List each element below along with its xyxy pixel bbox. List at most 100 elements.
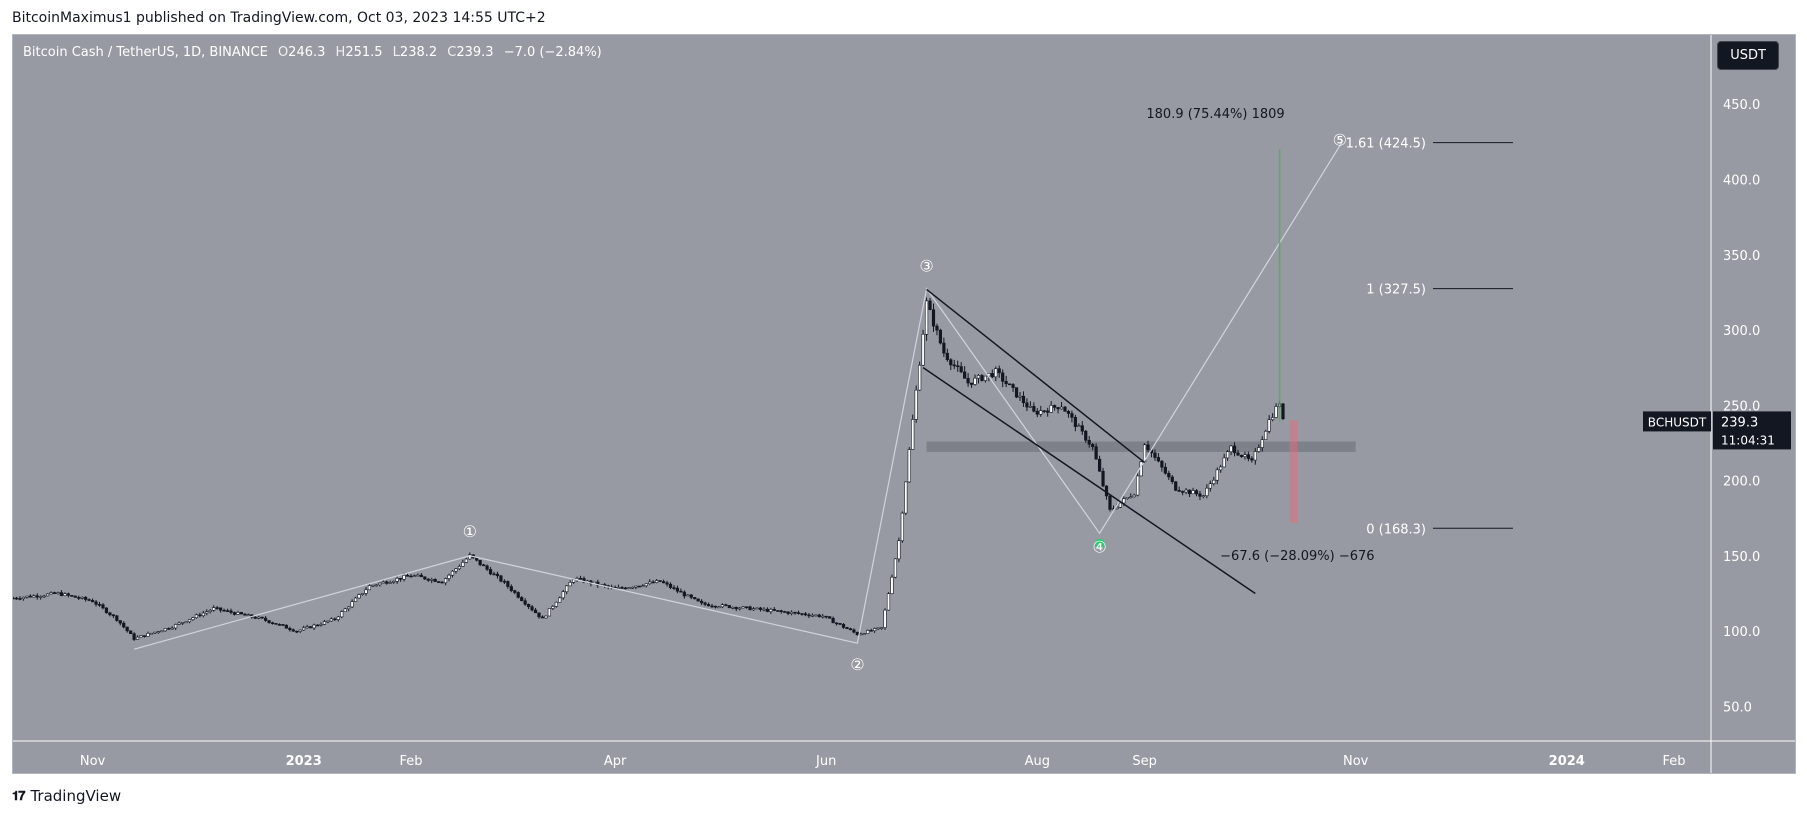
- candle-body: [793, 611, 797, 614]
- x-tick-label: Jun: [815, 754, 836, 769]
- candle-body: [658, 580, 662, 582]
- y-tick-label: 450.0: [1723, 98, 1760, 113]
- x-tick-label: Nov: [1343, 754, 1369, 769]
- candle-body: [710, 605, 714, 608]
- candle-body: [302, 627, 306, 631]
- candle-body: [59, 592, 64, 596]
- candle-body: [949, 359, 953, 366]
- candle-body: [1170, 476, 1174, 482]
- candle-body: [810, 614, 814, 617]
- candle-body: [222, 609, 226, 612]
- candle-body: [364, 589, 368, 594]
- candle-body: [1014, 387, 1019, 398]
- candle-body: [32, 595, 36, 598]
- price-chart[interactable]: 50.0 100.0 150.0 200.0 250.0 300.0 350.0 400.0 4…: [13, 35, 1795, 773]
- candle-body: [84, 596, 88, 600]
- candle-body: [191, 617, 195, 620]
- candle-body: [139, 635, 143, 638]
- candle-body: [866, 629, 870, 634]
- candle-body: [1087, 439, 1091, 445]
- candle-body: [90, 600, 95, 603]
- candle-body: [963, 371, 967, 379]
- candle-body: [1253, 451, 1257, 461]
- candle-body: [229, 610, 233, 613]
- currency-button[interactable]: USDT: [1717, 41, 1779, 70]
- candle-body: [111, 614, 115, 617]
- candle-body: [170, 627, 174, 630]
- candle-body: [1073, 417, 1077, 427]
- candle-body: [66, 593, 70, 596]
- fib-level-label: 1.61 (424.5): [1346, 137, 1426, 152]
- candle-body: [1042, 410, 1046, 412]
- candle-body: [56, 592, 60, 594]
- candle-body: [129, 630, 133, 634]
- candle-body: [77, 597, 81, 599]
- candle-body: [208, 609, 212, 612]
- brand-name: TradingView: [30, 787, 122, 805]
- candle-body: [720, 604, 725, 608]
- chart-frame[interactable]: 50.0 100.0 150.0 200.0 250.0 300.0 350.0 400.0 4…: [12, 34, 1796, 774]
- candle-body: [416, 574, 420, 577]
- candle-body: [1205, 487, 1209, 497]
- candle-body: [668, 583, 673, 588]
- symbol-legend: Bitcoin Cash / TetherUS, 1D, BINANCE O24…: [23, 45, 602, 60]
- candle-body: [976, 375, 981, 379]
- candle-body: [686, 594, 690, 597]
- candle-body: [118, 620, 122, 624]
- candle-body: [911, 419, 915, 450]
- candle-body: [1001, 372, 1005, 382]
- candle-body: [845, 627, 849, 630]
- elliott-wave-line: [133, 142, 1343, 650]
- candle-body: [25, 595, 29, 598]
- candle-body: [146, 633, 150, 637]
- candle-body: [786, 611, 790, 614]
- candle-body: [1187, 489, 1192, 495]
- candle-body: [772, 609, 776, 611]
- candle-body: [174, 624, 178, 629]
- candle-body: [876, 627, 880, 630]
- y-tick-label: 100.0: [1723, 625, 1760, 640]
- candle-body: [758, 607, 763, 610]
- candle-body: [765, 608, 769, 612]
- candle-body: [243, 613, 247, 616]
- candle-body: [800, 613, 804, 615]
- channel-line-upper: [926, 288, 1146, 464]
- wave-label: ③: [919, 257, 933, 276]
- candle-body: [284, 624, 288, 629]
- y-tick-label: 150.0: [1723, 550, 1760, 565]
- candle-body: [1226, 451, 1230, 459]
- candle-body: [212, 607, 216, 611]
- candle-body: [696, 598, 700, 602]
- candle-body: [236, 612, 240, 615]
- candle-body: [177, 622, 181, 625]
- symbol-name: Bitcoin Cash / TetherUS, 1D, BINANCE: [23, 45, 268, 60]
- candle-body: [97, 604, 102, 606]
- candle-body: [513, 590, 517, 593]
- candle-body: [738, 607, 742, 610]
- candle-body: [1271, 417, 1275, 420]
- candle-body: [336, 616, 340, 620]
- candle-body: [824, 615, 828, 618]
- candle-body: [409, 575, 413, 578]
- candle-body: [1184, 489, 1188, 493]
- candle-body: [468, 554, 472, 560]
- candle-body: [1035, 410, 1039, 415]
- candle-body: [135, 636, 140, 640]
- candle-body: [790, 611, 794, 614]
- candle-body: [333, 618, 337, 621]
- candle-body: [994, 368, 998, 378]
- x-tick-label: 2024: [1549, 754, 1585, 769]
- candle-body: [1156, 457, 1161, 462]
- candle-body: [201, 612, 205, 616]
- close-label: C: [447, 45, 457, 60]
- open-label: O: [277, 45, 289, 60]
- candle-body: [879, 627, 884, 629]
- candle-body: [855, 631, 859, 636]
- candle-body: [616, 587, 621, 589]
- candle-body: [1118, 502, 1122, 508]
- candle-body: [928, 300, 932, 310]
- candle-body: [225, 610, 230, 612]
- candle-body: [232, 612, 237, 615]
- candle-body: [374, 584, 378, 587]
- candle-body: [1219, 466, 1223, 471]
